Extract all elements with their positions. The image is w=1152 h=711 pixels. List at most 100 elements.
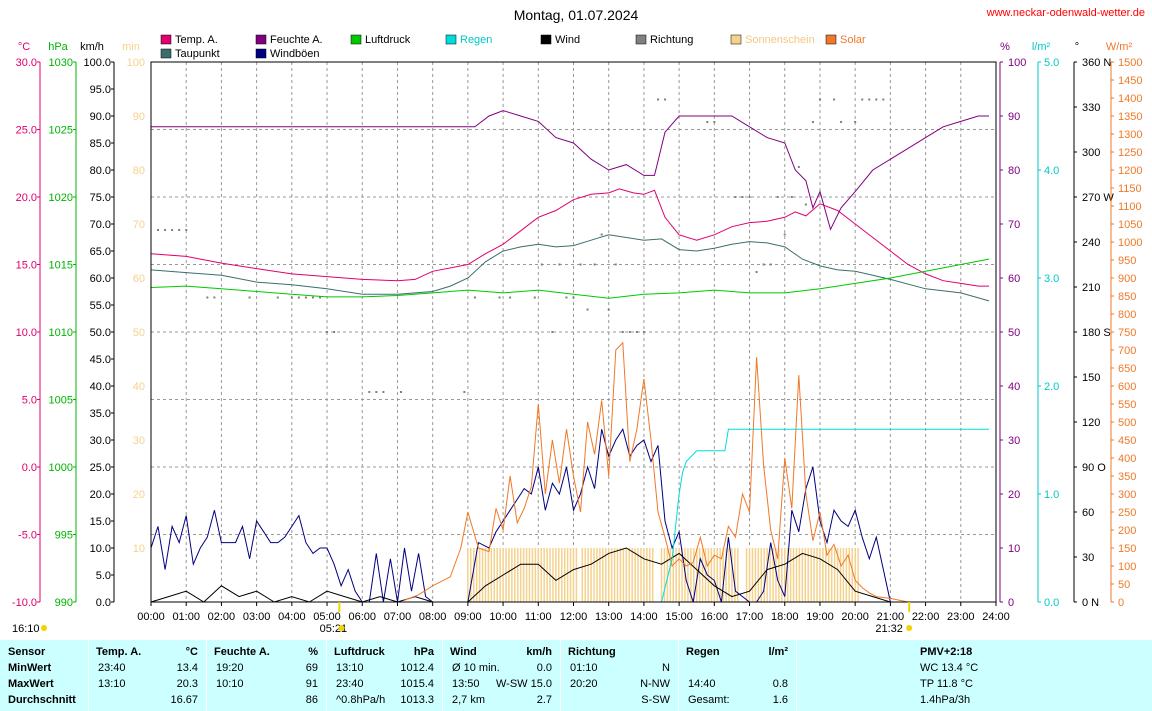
x-tick-label: 02:00 — [208, 611, 236, 623]
series-point-richtung — [311, 296, 314, 299]
x-tick-label: 00:00 — [137, 611, 165, 623]
x-tick-label: 07:00 — [384, 611, 412, 623]
sunset-icon — [906, 625, 913, 631]
stats-cell-time: 10:10 — [216, 678, 244, 690]
series-point-richtung — [213, 296, 216, 299]
stats-header: Luftdruck — [334, 646, 385, 658]
series-line-feuchtea — [151, 110, 989, 231]
stats-cell-value: 13.4 — [176, 662, 198, 674]
series-point-richtung — [741, 196, 744, 198]
stats-divider — [442, 640, 443, 711]
stats-cell-value: 20.3 — [176, 678, 198, 690]
series-point-richtung — [382, 391, 385, 393]
axis-tick-wind: 25.0 — [90, 462, 111, 474]
stats-table: Sensor MinWert MaxWert Durchschnitt Temp. A.… — [0, 640, 1152, 711]
series-point-richtung — [706, 121, 709, 123]
series-point-richtung — [600, 233, 603, 236]
current-time: 16:10 — [12, 623, 40, 635]
series-point-richtung — [368, 391, 371, 393]
stats-cell-value: 16.67 — [170, 694, 198, 706]
series-point-richtung — [628, 331, 631, 333]
series-point-richtung — [375, 391, 378, 393]
series-line-windben — [150, 427, 989, 603]
axis-tick-sun: 70 — [133, 219, 145, 231]
stats-header: Wind — [450, 646, 477, 658]
axis-tick-solar: 800 — [1118, 309, 1136, 321]
axis-tick-rain: 0.0 — [1044, 597, 1059, 609]
axis-tick-solar: 250 — [1118, 507, 1136, 519]
axis-tick-solar: 500 — [1118, 417, 1136, 429]
x-tick-label: 04:00 — [278, 611, 306, 623]
axis-tick-wind: 75.0 — [90, 192, 111, 204]
series-point-richtung — [290, 296, 293, 299]
axis-tick-solar: 1500 — [1118, 57, 1142, 69]
x-tick-label: 14:00 — [630, 611, 658, 623]
axes: 30.025.020.015.010.05.00.0-5.0-10.0°C103… — [12, 41, 1143, 623]
axis-tick-wind: 30.0 — [90, 435, 111, 447]
axis-tick-direction: 150 — [1082, 372, 1100, 384]
stats-pmv-value: WC 13.4 °C — [920, 662, 979, 674]
axis-tick-sun: 60 — [133, 273, 145, 285]
axis-tick-pressure: 1010 — [49, 327, 73, 339]
stats-cell-time: 23:40 — [98, 662, 126, 674]
axis-tick-humidity: 100 — [1008, 57, 1026, 69]
axis-tick-pressure: 995 — [55, 530, 73, 542]
axis-tick-temp: 0.0 — [22, 462, 37, 474]
stats-row-label: Durchschnitt — [8, 694, 76, 706]
x-tick-label: 08:00 — [419, 611, 447, 623]
axis-tick-pressure: 1025 — [49, 125, 73, 137]
axis-tick-wind: 20.0 — [90, 489, 111, 501]
stats-cell-time: 13:10 — [336, 662, 364, 674]
axis-tick-temp: 10.0 — [16, 327, 37, 339]
stats-header-unit: km/h — [526, 646, 552, 658]
series-line-wind — [150, 547, 989, 603]
chart-title: Montag, 01.07.2024 — [514, 7, 639, 23]
series-point-richtung — [818, 98, 821, 101]
series-line-tempa — [150, 188, 989, 287]
axis-tick-direction: 180 S — [1082, 327, 1111, 339]
legend-item: Feuchte A. — [255, 34, 323, 46]
axis-tick-wind: 80.0 — [90, 165, 111, 177]
axis-tick-humidity: 70 — [1008, 219, 1020, 231]
axis-tick-temp: 30.0 — [16, 57, 37, 69]
series-point-richtung — [319, 296, 321, 299]
series-point-richtung — [565, 296, 568, 299]
stats-divider — [326, 640, 327, 711]
stats-cell-value: N-NW — [640, 678, 670, 690]
series-point-richtung — [171, 229, 174, 231]
axis-tick-solar: 1350 — [1118, 111, 1142, 123]
axis-tick-temp: -5.0 — [18, 530, 37, 542]
stats-divider — [678, 640, 679, 711]
axis-unit-direction: ° — [1075, 41, 1079, 53]
axis-tick-wind: 60.0 — [90, 273, 111, 285]
stats-divider — [560, 640, 561, 711]
legend-label: Wind — [555, 34, 580, 46]
x-tick-label: 23:00 — [947, 611, 975, 623]
website-link[interactable]: www.neckar-odenwald-wetter.de — [986, 7, 1145, 19]
series-point-richtung — [804, 203, 807, 206]
axis-tick-temp: 15.0 — [16, 260, 37, 272]
series-point-richtung — [734, 196, 737, 198]
axis-tick-direction: 210 — [1082, 282, 1100, 294]
series-line-luftdruck — [150, 258, 990, 299]
axis-tick-wind: 85.0 — [90, 138, 111, 150]
series-point-richtung — [558, 263, 561, 266]
axis-tick-sun: 100 — [127, 57, 145, 69]
legend-item: Temp. A. — [160, 34, 218, 46]
series-point-richtung — [790, 196, 793, 198]
axis-tick-wind: 45.0 — [90, 354, 111, 366]
stats-cell-time: Ø 10 min. — [452, 662, 500, 674]
axis-tick-solar: 100 — [1118, 561, 1136, 573]
series-line-taupunkt — [150, 234, 990, 302]
series-point-richtung — [755, 271, 758, 273]
x-tick-label: 15:00 — [665, 611, 693, 623]
stats-divider — [796, 640, 797, 711]
axis-tick-wind: 10.0 — [90, 543, 111, 555]
stats-cell-time: ^0.8hPa/h — [336, 694, 386, 706]
axis-tick-sun: 20 — [133, 489, 145, 501]
plot-area — [150, 61, 997, 603]
axis-tick-direction: 60 — [1082, 507, 1094, 519]
stats-row-label: MinWert — [8, 662, 52, 674]
axis-tick-solar: 700 — [1118, 345, 1136, 357]
axis-tick-solar: 1450 — [1118, 75, 1142, 87]
